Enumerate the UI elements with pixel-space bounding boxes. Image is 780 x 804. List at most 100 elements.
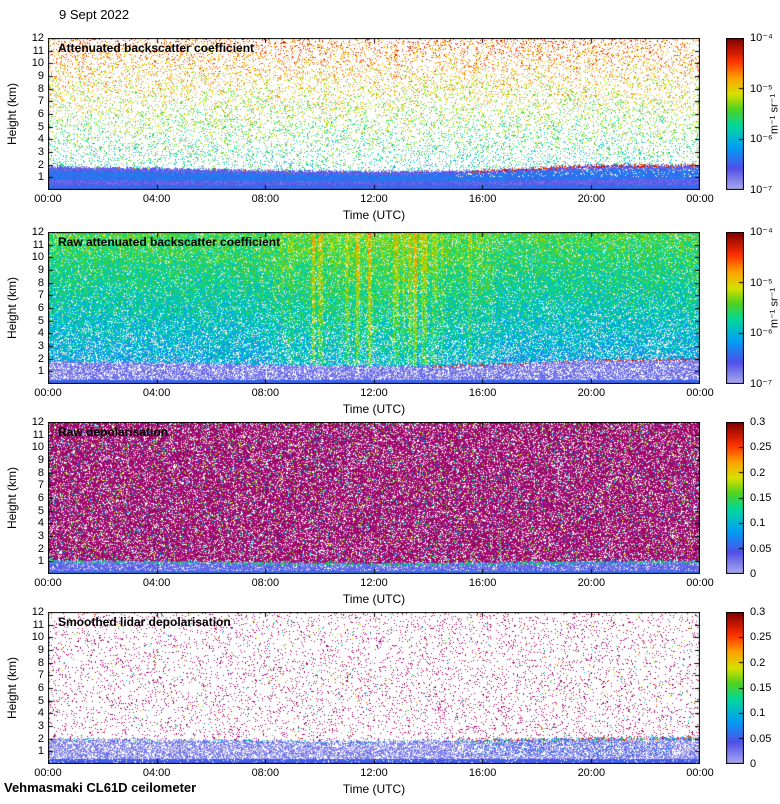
smoothed-lidar-depolarisation-heatmap-canvas	[48, 612, 700, 764]
instrument-footer-label: Vehmasmaki CL61D ceilometer	[4, 780, 196, 795]
colorbar-canvas	[726, 232, 744, 384]
colorbar-tick-label: 0.05	[750, 543, 771, 555]
y-tick-label: 6	[4, 492, 44, 504]
x-tick-label: 00:00	[24, 193, 72, 205]
x-tick-label: 00:00	[676, 387, 724, 399]
x-tick-label: 16:00	[459, 577, 507, 589]
colorbar-tick-label: 10⁻⁷	[750, 184, 772, 196]
y-tick-label: 9	[4, 264, 44, 276]
panel-title: Smoothed lidar depolarisation	[58, 615, 231, 629]
y-tick-label: 8	[4, 467, 44, 479]
colorbar-tick-label: 0.2	[750, 657, 765, 669]
colorbar-tick-label: 0.1	[750, 517, 765, 529]
y-tick-label: 1	[4, 555, 44, 567]
y-tick-label: 8	[4, 83, 44, 95]
y-tick-label: 12	[4, 416, 44, 428]
y-tick-label: 9	[4, 70, 44, 82]
y-tick-label: 5	[4, 695, 44, 707]
x-tick-label: 00:00	[676, 767, 724, 779]
x-tick-label: 12:00	[350, 767, 398, 779]
raw-attenuated-backscatter-heatmap-canvas	[48, 232, 700, 384]
colorbar-tick-label: 0.3	[750, 606, 765, 618]
y-tick-label: 1	[4, 365, 44, 377]
colorbar-tick-label: 10⁻⁷	[750, 378, 772, 390]
x-tick-label: 00:00	[24, 387, 72, 399]
raw-depolarisation-heatmap-canvas	[48, 422, 700, 574]
colorbar-tick-label: 0.15	[750, 492, 771, 504]
x-tick-label: 12:00	[350, 577, 398, 589]
x-tick-label: 08:00	[241, 193, 289, 205]
y-tick-label: 8	[4, 657, 44, 669]
x-tick-label: 12:00	[350, 193, 398, 205]
x-tick-label: 20:00	[567, 193, 615, 205]
y-tick-label: 7	[4, 289, 44, 301]
colorbar-tick-label: 0.15	[750, 682, 771, 694]
panel-title: Raw attenuated backscatter coefficient	[58, 235, 280, 249]
y-tick-label: 3	[4, 146, 44, 158]
x-tick-label: 00:00	[24, 577, 72, 589]
attenuated-backscatter-heatmap-canvas	[48, 38, 700, 190]
y-tick-label: 6	[4, 302, 44, 314]
y-tick-label: 2	[4, 353, 44, 365]
x-tick-label: 04:00	[133, 767, 181, 779]
panel-attenuated-backscatter: Attenuated backscatter coefficient Heigh…	[0, 38, 780, 230]
x-tick-label: 16:00	[459, 193, 507, 205]
colorbar-tick-label: 0.25	[750, 631, 771, 643]
y-tick-label: 7	[4, 95, 44, 107]
y-tick-label: 11	[4, 429, 44, 441]
x-tick-label: 16:00	[459, 767, 507, 779]
y-tick-label: 3	[4, 720, 44, 732]
y-tick-label: 2	[4, 543, 44, 555]
x-tick-label: 00:00	[24, 767, 72, 779]
y-tick-label: 11	[4, 239, 44, 251]
y-tick-label: 4	[4, 517, 44, 529]
colorbar-tick-label: 10⁻⁴	[750, 226, 773, 238]
colorbar-tick-label: 10⁻⁴	[750, 32, 773, 44]
y-tick-label: 10	[4, 631, 44, 643]
colorbar-tick-label: 0	[750, 758, 756, 770]
colorbar-unit-label: m⁻¹ sr⁻¹	[768, 288, 780, 328]
y-tick-label: 4	[4, 707, 44, 719]
x-tick-label: 08:00	[241, 387, 289, 399]
x-tick-label: 04:00	[133, 387, 181, 399]
x-tick-label: 08:00	[241, 577, 289, 589]
colorbar-tick-label: 0	[750, 568, 756, 580]
y-tick-label: 4	[4, 327, 44, 339]
x-tick-label: 20:00	[567, 767, 615, 779]
panel-raw-attenuated-backscatter: Raw attenuated backscatter coefficient H…	[0, 232, 780, 424]
y-tick-label: 10	[4, 57, 44, 69]
y-tick-label: 12	[4, 606, 44, 618]
y-tick-label: 2	[4, 733, 44, 745]
x-tick-label: 20:00	[567, 577, 615, 589]
x-tick-label: 12:00	[350, 387, 398, 399]
y-tick-label: 3	[4, 340, 44, 352]
colorbar-tick-label: 0.3	[750, 416, 765, 428]
y-tick-label: 10	[4, 251, 44, 263]
x-tick-label: 00:00	[676, 193, 724, 205]
colorbar-canvas	[726, 422, 744, 574]
colorbar-canvas	[726, 612, 744, 764]
y-tick-label: 2	[4, 159, 44, 171]
x-tick-label: 08:00	[241, 767, 289, 779]
y-tick-label: 3	[4, 530, 44, 542]
date-label: 9 Sept 2022	[59, 7, 129, 22]
colorbar-tick-label: 0.2	[750, 467, 765, 479]
colorbar-tick-label: 10⁻⁶	[750, 327, 773, 339]
colorbar-tick-label: 0.1	[750, 707, 765, 719]
y-tick-label: 8	[4, 277, 44, 289]
y-tick-label: 1	[4, 745, 44, 757]
y-tick-label: 6	[4, 682, 44, 694]
x-tick-label: 16:00	[459, 387, 507, 399]
x-axis-label: Time (UTC)	[48, 208, 700, 222]
